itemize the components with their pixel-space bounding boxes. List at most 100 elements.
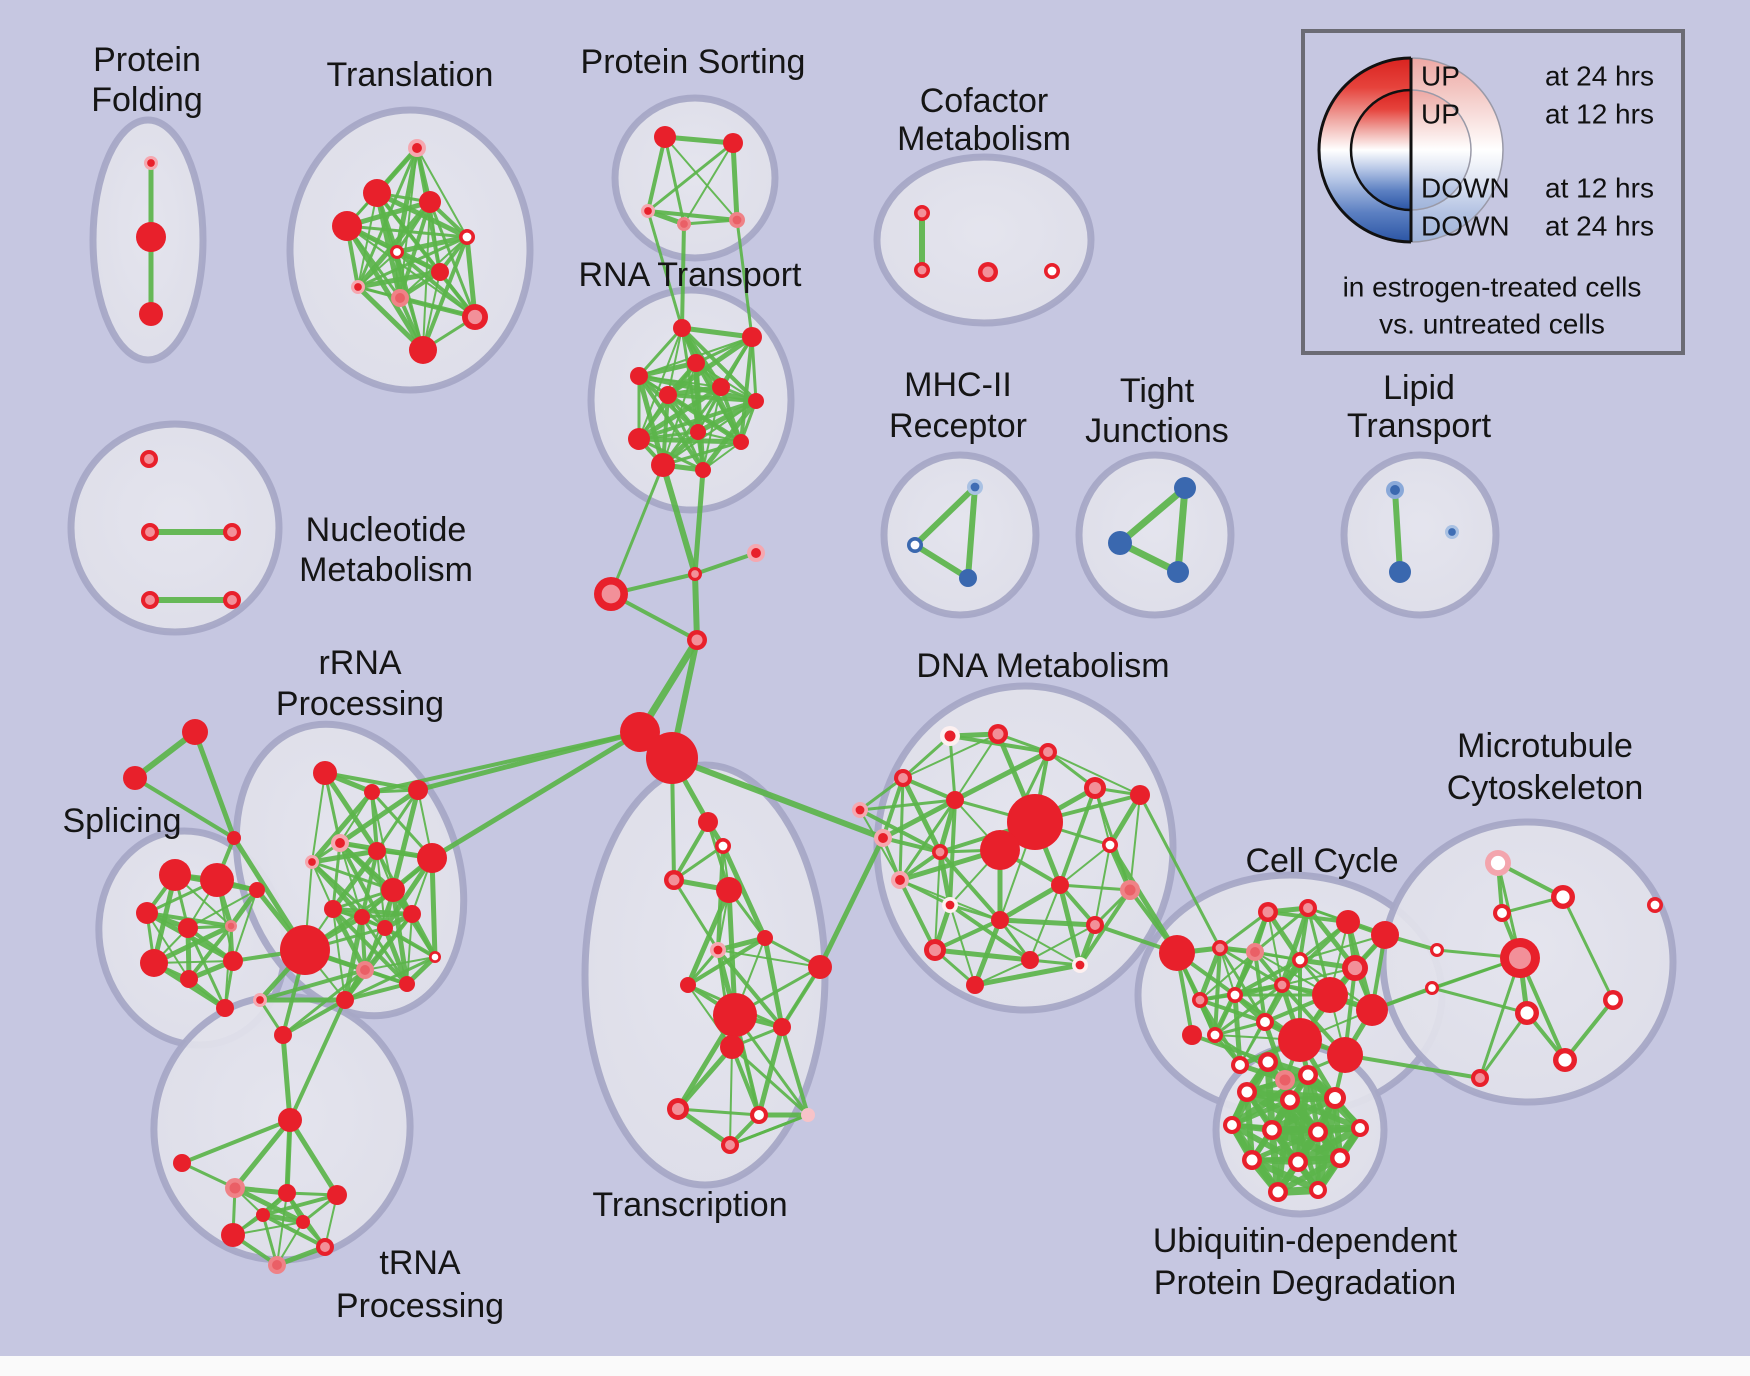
gene-node-core [256,996,264,1004]
gene-node-core [1490,855,1506,871]
cluster-label-cofactor-metabolism: Cofactor [920,82,1049,120]
gene-node [296,1215,310,1229]
gene-node-core [1303,903,1313,913]
gene-node-core [308,858,316,866]
gene-node [200,863,234,897]
edges-mhc-ii-receptor [912,484,978,581]
gene-node-core [1262,906,1274,918]
gene-node [377,920,393,936]
gene-node-core [1313,1185,1323,1195]
gene-node [757,930,773,946]
gene-node-core [147,159,155,167]
edges-protein-sorting [645,134,740,227]
gene-node [140,949,168,977]
gene-node [646,732,698,784]
gene-node [733,434,749,450]
gene-node [673,319,691,337]
gene-node [139,302,163,326]
gene-node [136,902,158,924]
cluster-label-ubiquitin-degradation: Ubiquitin-dependent [1153,1222,1458,1260]
gene-node [278,1184,296,1202]
gene-node-core [1250,947,1260,957]
cluster-ellipse-lipid-transport [1340,451,1500,619]
gene-node [332,211,362,241]
legend-inner-circle-right [1411,90,1471,210]
gene-node-core [680,220,688,228]
cluster-ellipse-cofactor-metabolism [873,153,1095,327]
gene-node [716,877,742,903]
gene-node-core [718,841,728,851]
gene-node [419,191,441,213]
nodes-microtubule-cytoskeleton [1425,850,1663,1087]
gene-node-core [1215,943,1225,953]
gene-node [256,1208,270,1222]
nodes-tight-junctions [1108,477,1196,583]
cluster-label-lipid-transport: Transport [1347,407,1492,445]
gene-node [1371,921,1399,949]
cluster-label-trna-processing: tRNA [379,1244,461,1282]
gene-node-core [227,527,237,537]
gene-node [354,909,370,925]
gene-node [336,991,354,1009]
gene-node [417,843,447,873]
gene-node-core [1328,1091,1342,1105]
gene-node-core [928,943,942,957]
gene-node-core [644,207,652,215]
cluster-label-tight-junctions: Tight [1120,372,1195,410]
nodes-protein-sorting [641,126,745,231]
nodes-transcription [664,812,832,1154]
gene-node-core [335,838,345,848]
gene-node-core [910,540,920,550]
gene-node-core [360,965,370,975]
cluster-label-cofactor-metabolism: Metabolism [897,120,1071,158]
cluster-label-rna-transport: RNA Transport [579,256,803,294]
gene-node-core [1284,1094,1296,1106]
gene-node [1051,876,1069,894]
gene-node-core [668,874,680,886]
gene-node [695,462,711,478]
cluster-label-transcription: Transcription [592,1186,787,1224]
gene-node [713,993,757,1037]
edges-nucleotide-metabolism [147,529,235,603]
nodes-lipid-transport [1386,481,1459,583]
cluster-label-cell-cycle: Cell Cycle [1245,842,1398,880]
legend-circle-outline [1410,57,1504,243]
gene-node-core [1607,994,1619,1006]
gene-node [712,378,730,396]
gene-node-core [1235,1060,1245,1070]
gene-node-core [1475,1073,1485,1083]
gene-node-core [898,773,908,783]
cluster-label-microtubule-cytoskeleton: Cytoskeleton [1447,769,1644,807]
gene-node [216,999,234,1017]
gene-node-core [1428,984,1436,992]
gene-node [698,812,718,832]
gene-node-core [1448,528,1456,536]
gene-node-core [1075,960,1085,970]
legend-circle-outline [1410,89,1472,211]
nodes-rna-transport [628,319,764,478]
gene-node-core [754,1110,764,1120]
gene-node-core [1277,980,1287,990]
network-nodes [123,126,1663,1274]
gene-node [1130,785,1150,805]
gene-node [409,336,437,364]
gene-node-core [462,232,472,242]
gene-node [159,859,191,891]
gene-node [223,951,243,971]
gene-node-core [1347,960,1363,976]
legend-footnote: in estrogen-treated cells [1343,271,1642,302]
gene-node-core [970,482,980,492]
gene-node-core [1292,1156,1304,1168]
gene-node-core [1241,1086,1253,1098]
legend-time-label: at 24 hrs [1545,210,1654,241]
gene-node-core [1210,1030,1220,1040]
gene-node-core [145,595,155,605]
nodes-protein-folding [136,156,166,326]
gene-node [313,761,337,785]
gene-node-core [320,1242,330,1252]
gene-node [1312,977,1348,1013]
gene-node [363,179,391,207]
gene-node-core [229,1182,241,1194]
